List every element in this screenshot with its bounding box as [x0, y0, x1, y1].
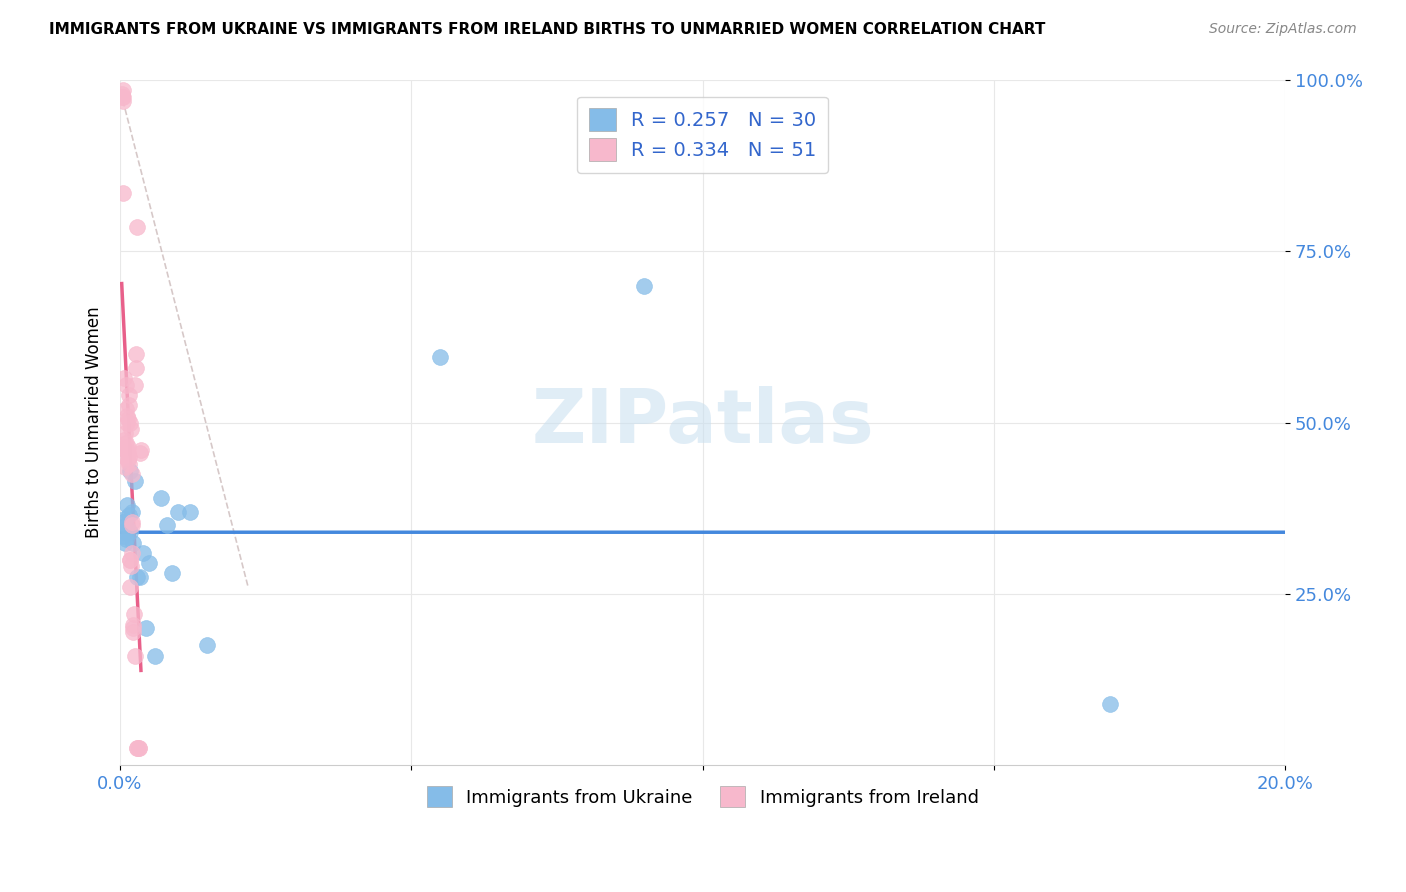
Point — [128, 741, 150, 756]
Point — [112, 433, 135, 447]
Point — [118, 552, 141, 566]
Point — [179, 505, 201, 519]
Point — [120, 580, 142, 594]
Point — [118, 525, 141, 540]
Point — [127, 741, 149, 756]
Point — [124, 474, 146, 488]
Text: IMMIGRANTS FROM UKRAINE VS IMMIGRANTS FROM IRELAND BIRTHS TO UNMARRIED WOMEN COR: IMMIGRANTS FROM UKRAINE VS IMMIGRANTS FR… — [49, 22, 1046, 37]
Point — [121, 535, 143, 549]
Point — [125, 220, 148, 235]
Point — [128, 741, 150, 756]
Point — [138, 556, 160, 570]
Point — [114, 535, 136, 549]
Legend: Immigrants from Ukraine, Immigrants from Ireland: Immigrants from Ukraine, Immigrants from… — [419, 779, 986, 814]
Point — [429, 351, 451, 365]
Point — [118, 450, 141, 464]
Point — [111, 87, 134, 101]
Point — [114, 450, 136, 464]
Point — [114, 425, 136, 440]
Point — [121, 617, 143, 632]
Text: Source: ZipAtlas.com: Source: ZipAtlas.com — [1209, 22, 1357, 37]
Point — [114, 532, 136, 546]
Point — [111, 94, 134, 108]
Point — [162, 566, 184, 581]
Point — [114, 436, 136, 450]
Point — [129, 442, 152, 457]
Point — [112, 511, 135, 525]
Point — [112, 371, 135, 385]
Point — [149, 491, 172, 505]
Point — [111, 515, 134, 529]
Y-axis label: Births to Unmarried Women: Births to Unmarried Women — [86, 307, 103, 539]
Point — [1099, 697, 1122, 711]
Point — [129, 446, 152, 460]
Point — [117, 522, 139, 536]
Point — [132, 546, 155, 560]
Point — [135, 621, 157, 635]
Point — [121, 467, 143, 481]
Point — [114, 440, 136, 454]
Point — [112, 529, 135, 543]
Point — [122, 621, 145, 635]
Point — [115, 416, 138, 430]
Point — [114, 442, 136, 457]
Text: ZIPatlas: ZIPatlas — [531, 386, 875, 459]
Point — [120, 422, 142, 436]
Point — [195, 638, 218, 652]
Point — [117, 412, 139, 426]
Point — [124, 378, 146, 392]
Point — [124, 648, 146, 663]
Point — [117, 440, 139, 454]
Point — [167, 505, 190, 519]
Point — [122, 624, 145, 639]
Point — [114, 460, 136, 475]
Point — [115, 401, 138, 416]
Point — [121, 518, 143, 533]
Point — [120, 416, 142, 430]
Point — [115, 409, 138, 423]
Point — [120, 464, 142, 478]
Point — [112, 186, 135, 200]
Point — [115, 498, 138, 512]
Point — [115, 518, 138, 533]
Point — [120, 559, 142, 574]
Point — [122, 607, 145, 622]
Point — [118, 552, 141, 566]
Point — [125, 347, 148, 361]
Point — [114, 525, 136, 540]
Point — [111, 90, 134, 104]
Point — [118, 388, 141, 402]
Point — [118, 508, 141, 522]
Point — [117, 446, 139, 460]
Point — [633, 278, 655, 293]
Point — [127, 570, 149, 584]
Point — [127, 741, 149, 756]
Point — [111, 83, 134, 97]
Point — [121, 515, 143, 529]
Point — [121, 505, 143, 519]
Point — [117, 453, 139, 467]
Point — [118, 457, 141, 471]
Point — [115, 378, 138, 392]
Point — [143, 648, 166, 663]
Point — [125, 360, 148, 375]
Point — [112, 90, 135, 104]
Point — [118, 399, 141, 413]
Point — [121, 546, 143, 560]
Point — [155, 518, 177, 533]
Point — [129, 570, 152, 584]
